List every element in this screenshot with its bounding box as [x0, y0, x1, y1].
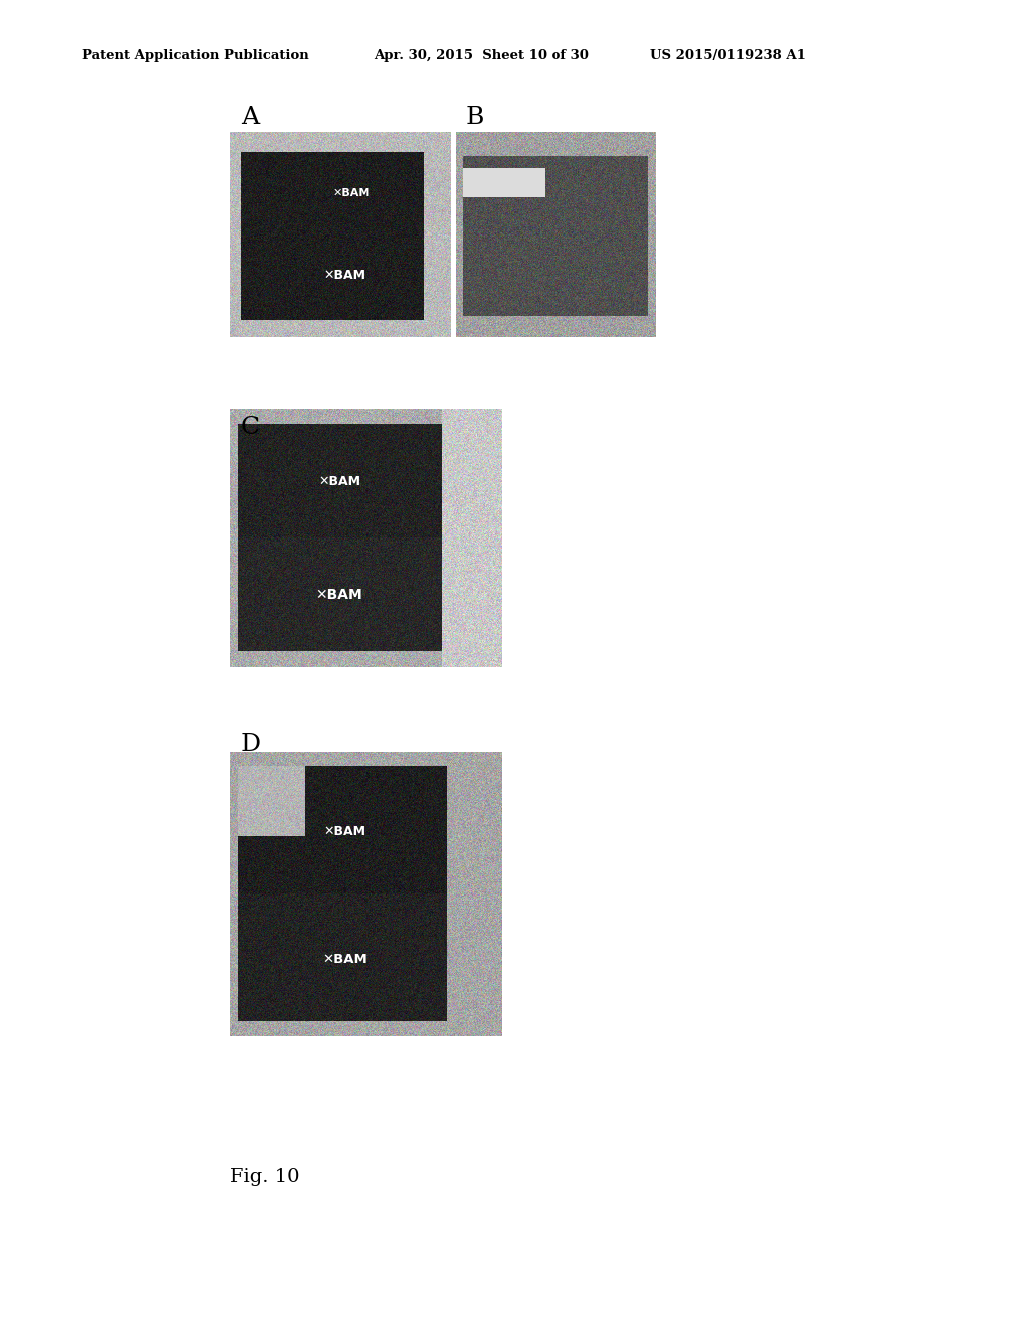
Text: US 2015/0119238 A1: US 2015/0119238 A1: [650, 49, 806, 62]
Text: B: B: [466, 106, 484, 128]
Text: ✕BAM: ✕BAM: [322, 953, 367, 966]
Text: C: C: [241, 416, 260, 438]
Text: A: A: [241, 106, 259, 128]
Text: Patent Application Publication: Patent Application Publication: [82, 49, 308, 62]
Text: ✕BAM: ✕BAM: [315, 587, 362, 602]
Text: ✕BAM: ✕BAM: [324, 825, 366, 838]
Text: Fig. 10: Fig. 10: [230, 1168, 300, 1187]
Text: ✕BAM: ✕BAM: [324, 269, 366, 281]
Text: D: D: [241, 733, 261, 755]
Text: ✕BAM: ✕BAM: [317, 475, 360, 488]
Text: ✕BAM: ✕BAM: [333, 189, 370, 198]
Text: Apr. 30, 2015  Sheet 10 of 30: Apr. 30, 2015 Sheet 10 of 30: [374, 49, 589, 62]
